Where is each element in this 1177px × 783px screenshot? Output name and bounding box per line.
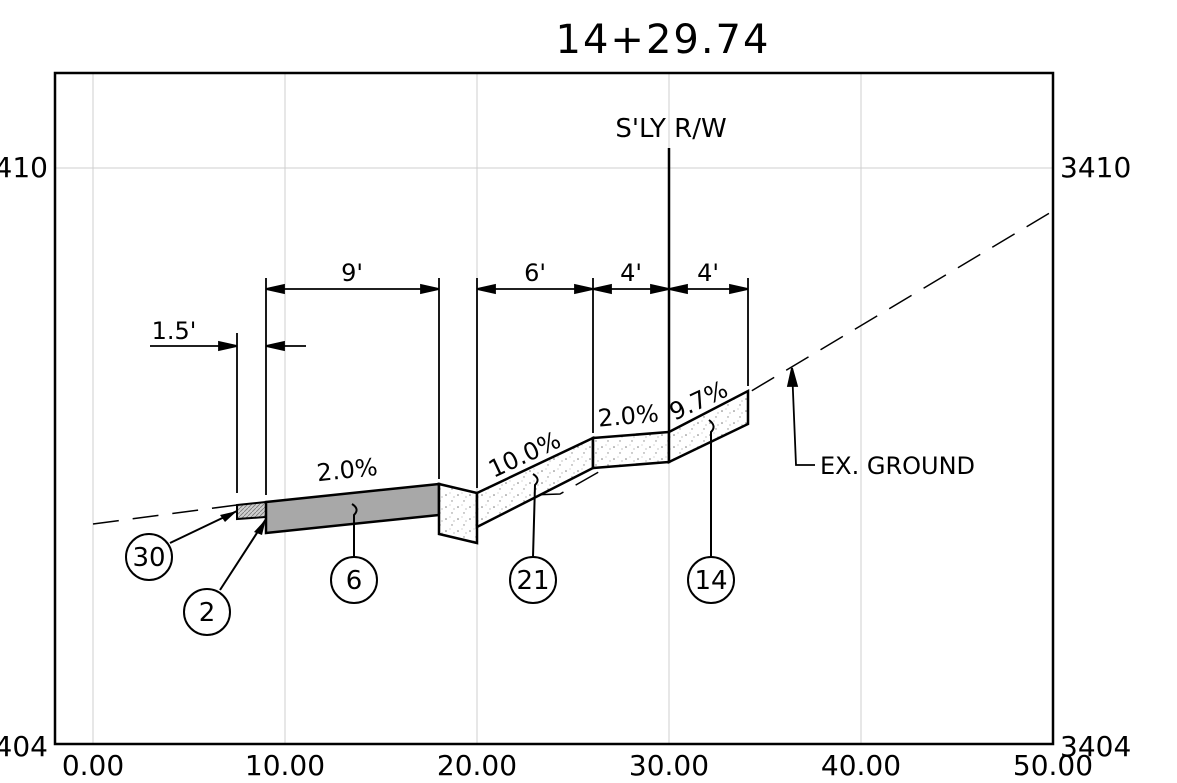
callout-arrowheads <box>220 511 266 535</box>
callout-14-circle <box>687 556 735 604</box>
elevation-right-bottom: 3404 <box>1060 730 1131 763</box>
drawing-frame <box>53 71 1055 746</box>
elevation-left-top: 410 <box>0 151 48 184</box>
x-tick-label: 0.00 <box>62 749 124 782</box>
right-of-way-label: S'LY R/W <box>615 114 726 144</box>
callout-6-label: 6 <box>346 566 363 596</box>
x-tick-label: 20.00 <box>437 749 517 782</box>
elevation-left-bottom: 404 <box>0 730 48 763</box>
callout-14-label: 14 <box>694 566 727 596</box>
elevation-right-top: 3410 <box>1060 151 1131 184</box>
callout-21-label: 21 <box>516 566 549 596</box>
dimension-label-9ft: 9' <box>341 259 363 287</box>
x-tick-labels: 0.00 10.00 20.00 30.00 40.00 50.00 <box>62 749 1093 782</box>
curb-section <box>236 500 267 521</box>
dimension-label-6ft: 6' <box>524 259 546 287</box>
dimension-labels: 1.5' 9' 6' 4' 4' <box>152 259 719 345</box>
ex-ground-callout <box>786 367 815 466</box>
callout-2-label: 2 <box>199 598 216 628</box>
gutter-section <box>437 482 479 545</box>
callout-21-circle <box>509 556 557 604</box>
x-tick-label: 10.00 <box>245 749 325 782</box>
dimension-extensions <box>236 278 749 495</box>
dimension-label-4ft-a: 4' <box>620 259 642 287</box>
callout-30-circle <box>125 533 173 581</box>
slope-label-walk: 2.0% <box>597 399 660 432</box>
callout-6-circle <box>330 556 378 604</box>
dimension-label-curb: 1.5' <box>152 317 197 345</box>
dimension-label-4ft-b: 4' <box>697 259 719 287</box>
slope-label-pavement: 2.0% <box>315 453 379 487</box>
callout-2-circle <box>183 588 231 636</box>
callout-30-label: 30 <box>132 543 165 573</box>
callout-bubbles: 30 2 6 21 14 <box>125 533 735 636</box>
walk-section <box>591 430 671 470</box>
tie-section <box>667 388 750 464</box>
ex-ground-label: EX. GROUND <box>820 452 975 480</box>
dimension-lines <box>150 283 749 352</box>
grid-lines <box>55 73 1053 744</box>
x-tick-label: 30.00 <box>629 749 709 782</box>
x-tick-label: 40.00 <box>821 749 901 782</box>
station-title: 14+29.74 <box>556 17 771 63</box>
pavement-section <box>264 482 441 535</box>
x-tick-label: 50.00 <box>1013 749 1093 782</box>
